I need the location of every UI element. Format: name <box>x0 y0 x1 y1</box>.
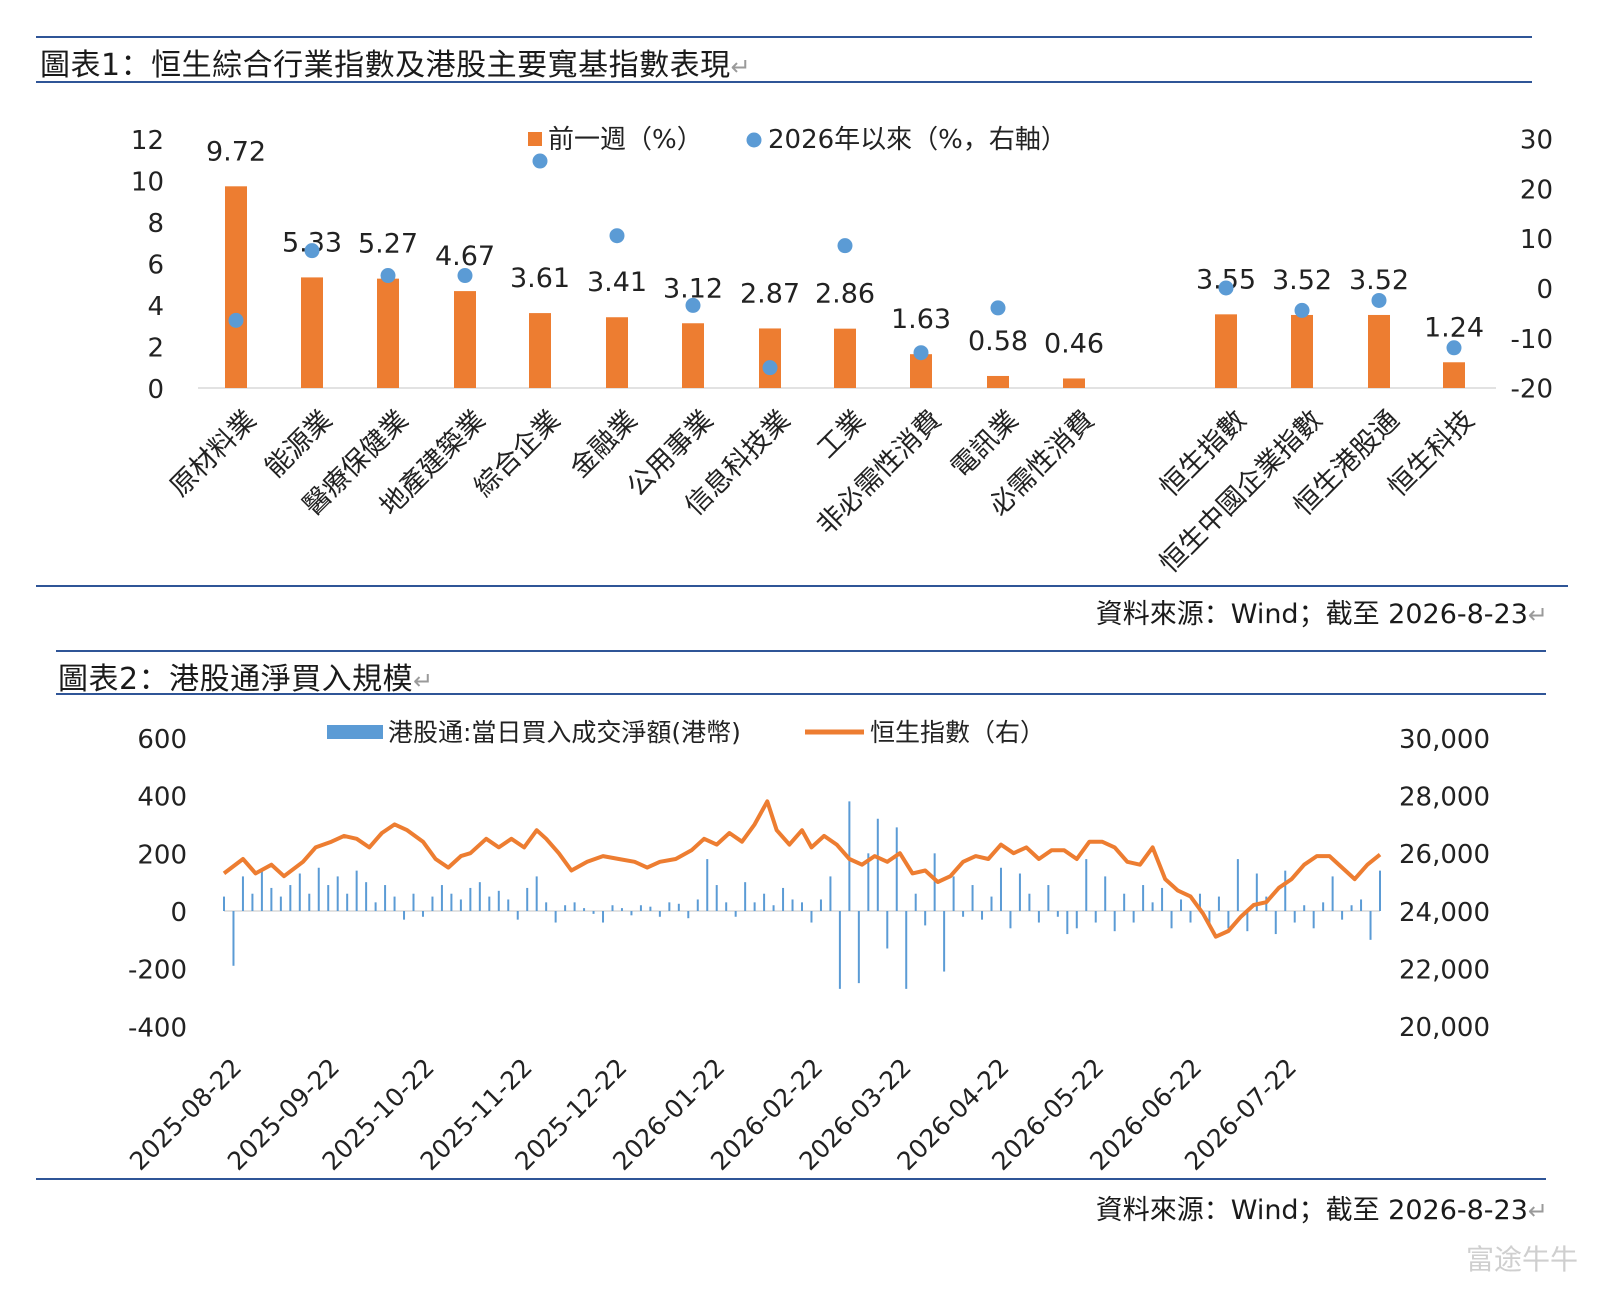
chart1-top-rule <box>36 36 1532 38</box>
bar-value-label: 4.67 <box>435 241 495 272</box>
chart2-plot: -400 -200 0 200 400 600 20,000 22,000 24,000 26,0… <box>124 718 1490 1176</box>
y-left-tick-label: 0 <box>147 375 164 405</box>
return-mark: ↵ <box>1527 1197 1548 1225</box>
bar-value-label: 0.58 <box>968 326 1028 357</box>
y-left-tick-label: 12 <box>131 126 164 156</box>
y-left-tick-label: 2 <box>147 334 164 364</box>
dot-ytd <box>685 297 701 313</box>
dot-ytd <box>228 312 244 328</box>
bar-week <box>759 328 781 388</box>
bar-value-label: 9.72 <box>206 136 266 167</box>
bar-week <box>910 354 932 388</box>
chart1-source: 資料來源：Wind；截至 2026-8-23↵ <box>1095 599 1548 630</box>
y-left-tick-label: -200 <box>128 956 187 986</box>
y-left-tick-label: 4 <box>147 292 164 322</box>
bar-week <box>682 323 704 388</box>
y-right-tick-label: 24,000 <box>1399 898 1490 928</box>
chart1-plot: 0 2 4 6 8 10 12 -20 -10 0 10 20 30 前一週（%） 2026年以來（%，右軸… <box>131 125 1553 579</box>
bar-week <box>301 277 323 388</box>
chart2-title-rule <box>56 693 1546 695</box>
dot-ytd <box>1446 340 1462 356</box>
dot-ytd <box>457 268 473 284</box>
y-left-tick-label: -400 <box>128 1013 187 1043</box>
y-left-tick-label: 0 <box>170 898 187 928</box>
bar-value-label: 1.24 <box>1424 312 1484 343</box>
y-right-tick-label: 30 <box>1520 126 1553 156</box>
dot-ytd <box>1218 280 1234 296</box>
bar-value-label: 3.61 <box>510 263 570 294</box>
return-mark: ↵ <box>730 53 752 81</box>
y-left-tick-label: 8 <box>147 209 164 239</box>
bar-week <box>987 375 1009 388</box>
bar-value-label: 1.63 <box>891 304 951 335</box>
bar-value-label: 3.52 <box>1349 265 1409 296</box>
y-left-tick-label: 400 <box>137 783 187 813</box>
chart1-title-rule <box>36 81 1532 83</box>
y-right-tick-label: 20,000 <box>1399 1013 1490 1043</box>
dot-ytd <box>990 300 1006 316</box>
chart1-title: 圖表1：恒生綜合行業指數及港股主要寬基指數表現↵ <box>40 48 752 83</box>
bar-week <box>1063 378 1085 388</box>
dot-ytd <box>762 360 778 376</box>
dot-ytd <box>913 345 929 361</box>
y-right-tick-label: 28,000 <box>1399 783 1490 813</box>
y-left-tick-label: 10 <box>131 168 164 198</box>
chart1-bottom-rule <box>36 585 1568 587</box>
bar-week <box>1443 362 1465 388</box>
legend-label-hsi: 恒生指數（右） <box>870 718 1045 747</box>
bar-value-label: 3.52 <box>1272 265 1332 296</box>
y-left-tick-label: 6 <box>147 251 164 281</box>
bar-value-label: 3.41 <box>587 267 647 298</box>
legend-swatch-flow <box>327 725 383 739</box>
chart2-bottom-rule <box>36 1178 1546 1180</box>
dot-ytd <box>304 243 320 259</box>
y-right-tick-label: -20 <box>1511 375 1553 405</box>
y-right-tick-label: -10 <box>1511 325 1553 355</box>
dot-ytd <box>532 153 548 169</box>
y-right-tick-label: 22,000 <box>1399 955 1490 985</box>
return-mark: ↵ <box>413 667 434 695</box>
return-mark: ↵ <box>1527 601 1548 629</box>
bar-week <box>1368 314 1390 388</box>
legend-label-flow: 港股通:當日買入成交淨額(港幣) <box>388 718 741 747</box>
watermark: 富途牛牛 <box>1465 1243 1578 1276</box>
legend-label-week: 前一週（%） <box>548 125 703 155</box>
y-right-tick-label: 20 <box>1520 175 1553 205</box>
hsi-line <box>222 799 1382 939</box>
y-right-tick-label: 26,000 <box>1399 840 1490 870</box>
bar-week <box>1291 314 1313 388</box>
bar-week <box>225 186 247 388</box>
y-right-tick-label: 10 <box>1520 225 1553 255</box>
y-left-tick-label: 600 <box>137 725 187 755</box>
chart2-top-rule <box>56 650 1546 652</box>
bar-week <box>454 291 476 388</box>
dot-ytd <box>380 268 396 284</box>
bar-week <box>1215 314 1237 388</box>
bar-value-label: 2.86 <box>815 279 875 310</box>
y-left-tick-label: 200 <box>137 840 187 870</box>
bar-week <box>834 328 856 388</box>
y-right-tick-label: 0 <box>1536 275 1553 305</box>
dot-ytd <box>609 228 625 244</box>
bar-week <box>529 313 551 388</box>
bar-value-label: 5.27 <box>358 229 418 260</box>
chart2-source: 資料來源：Wind；截至 2026-8-23↵ <box>1095 1195 1548 1226</box>
y-right-tick-label: 30,000 <box>1399 725 1490 755</box>
dot-ytd <box>1371 292 1387 308</box>
legend-marker-ytd <box>746 132 762 148</box>
bar-week <box>606 317 628 388</box>
dot-ytd <box>1294 302 1310 318</box>
legend-label-ytd: 2026年以來（%，右軸） <box>768 125 1067 155</box>
bar-value-label: 0.46 <box>1044 328 1104 359</box>
dot-ytd <box>837 238 853 254</box>
legend-swatch-week <box>528 132 542 146</box>
bar-week <box>377 278 399 388</box>
chart2-title: 圖表2：港股通淨買入規模↵ <box>58 662 434 697</box>
bar-value-label: 2.87 <box>740 278 800 309</box>
